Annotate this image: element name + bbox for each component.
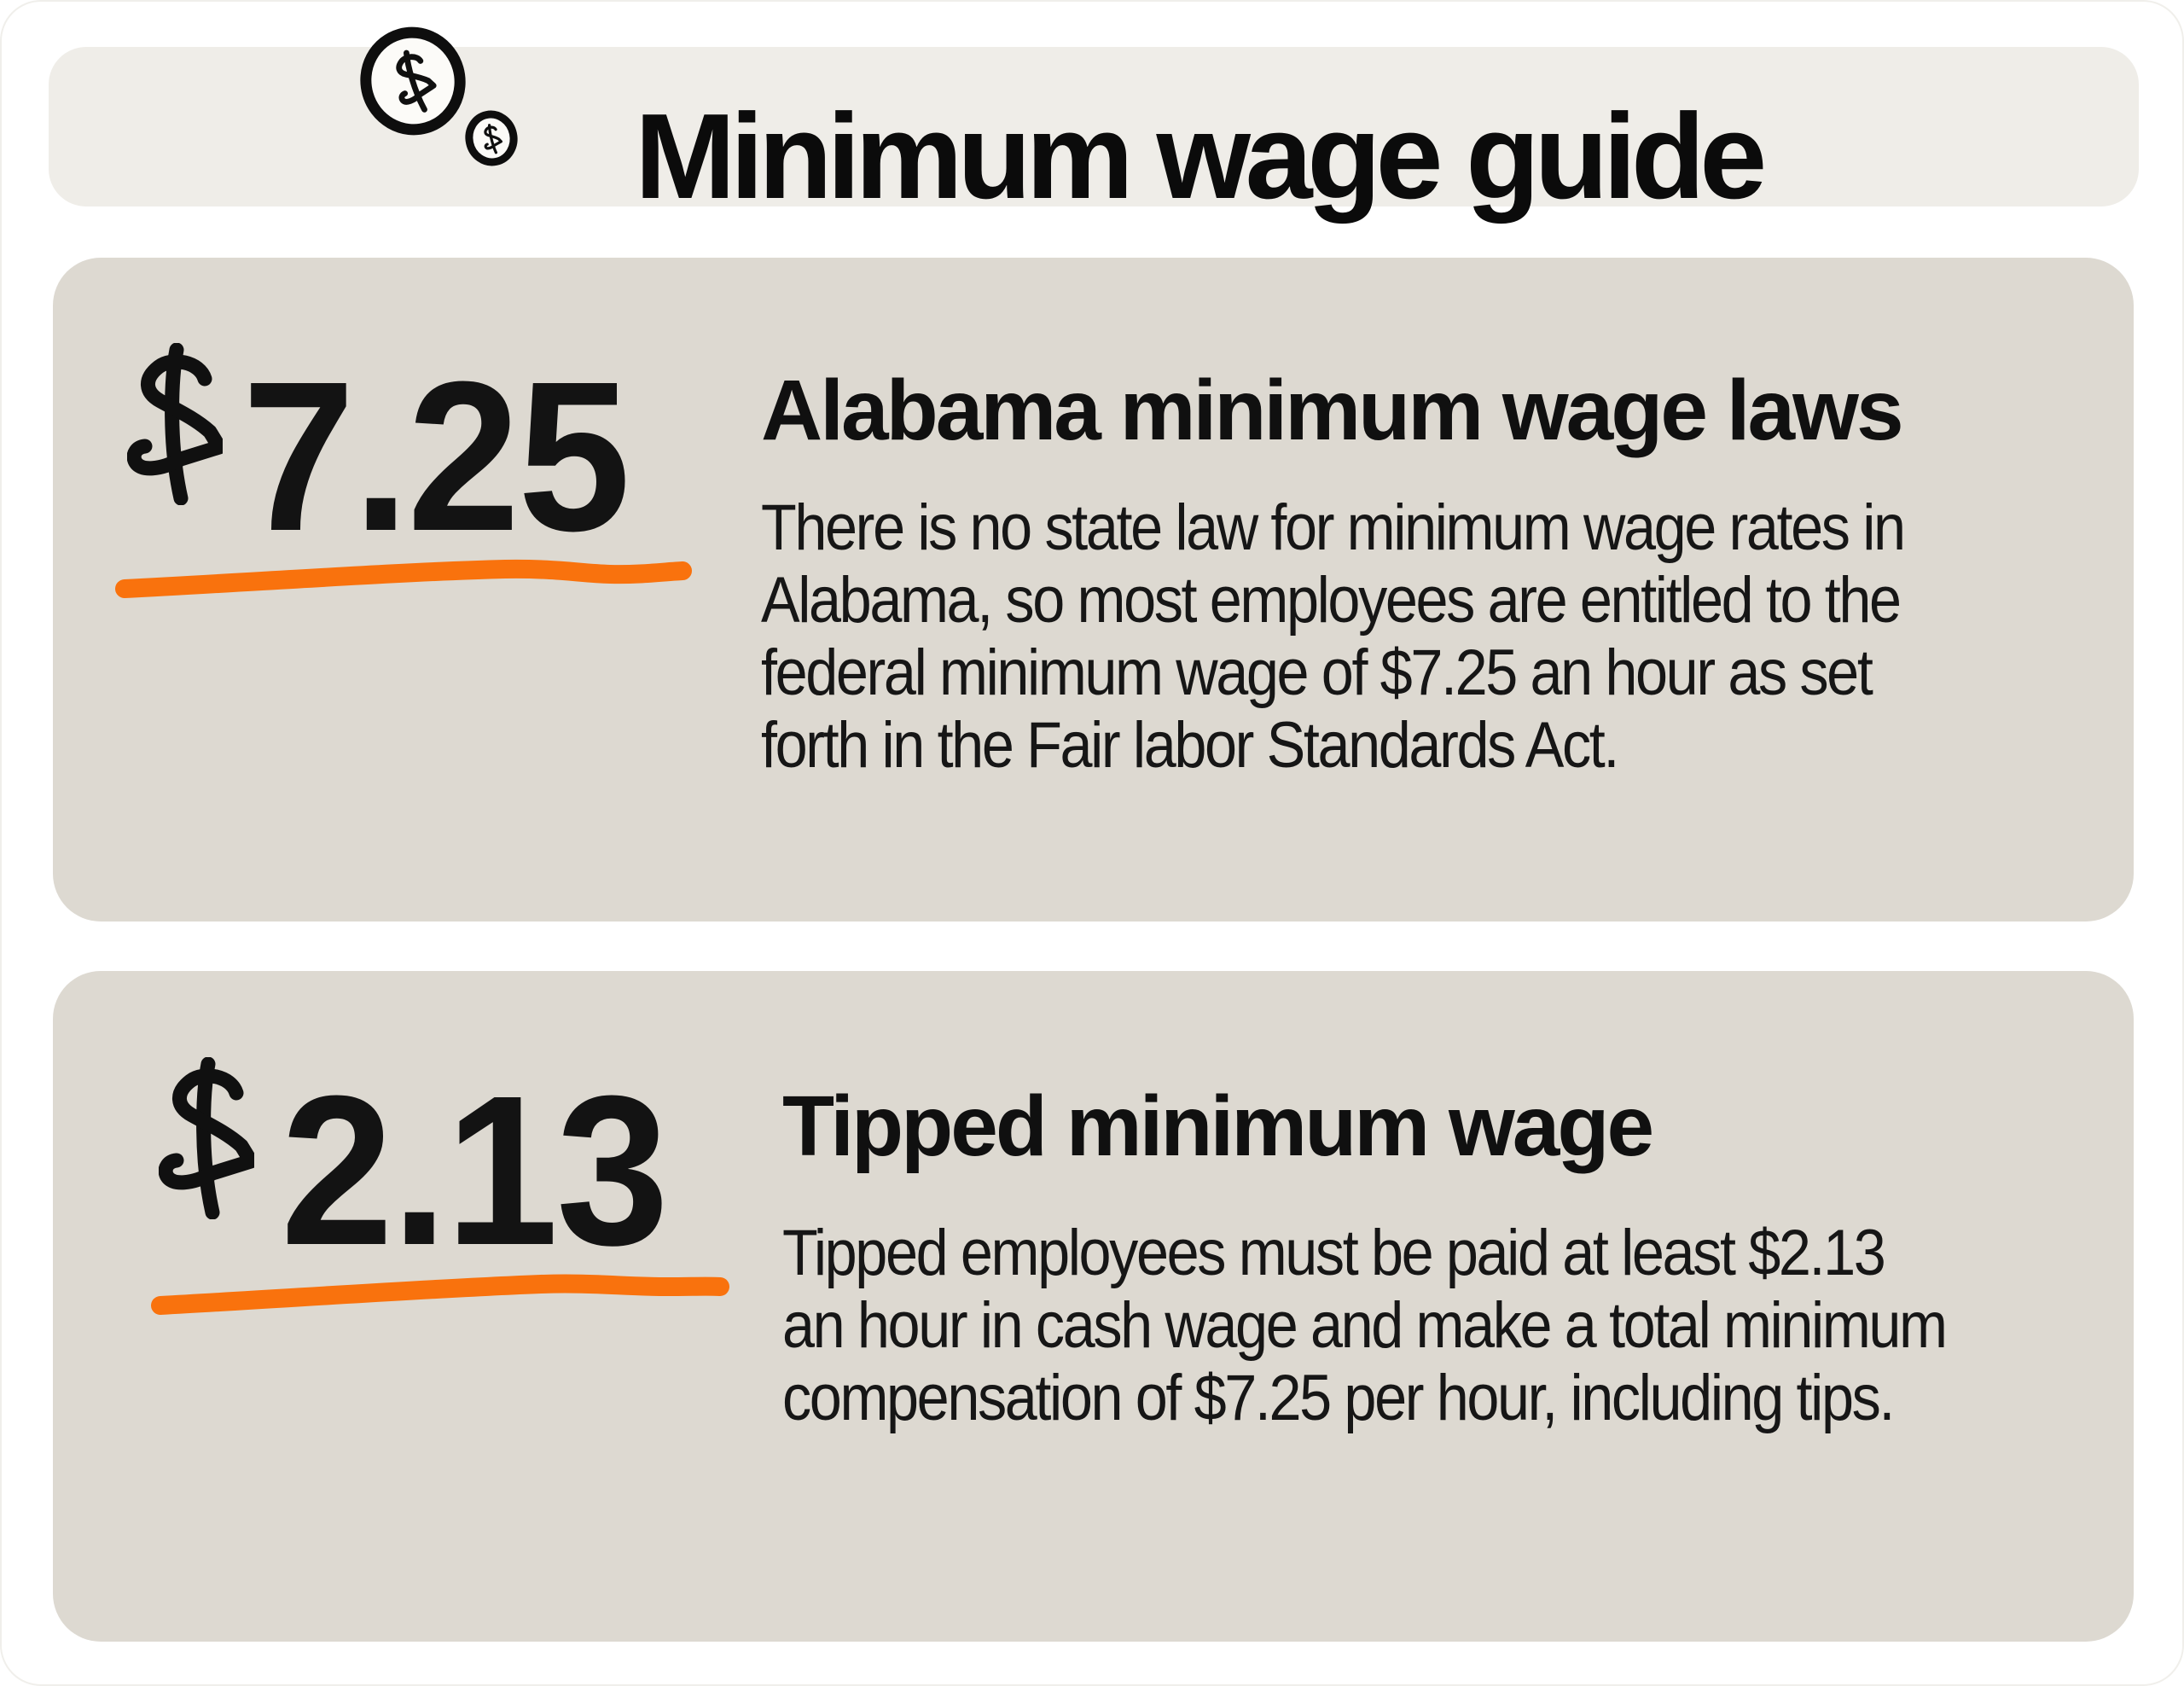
card-body-text: Tipped employees must be paid at least $…: [782, 1217, 1948, 1434]
orange-underline: [115, 559, 692, 598]
amount-tipped-minimum: 2.13: [281, 1051, 669, 1289]
card-body-text: There is no state law for minimum wage r…: [761, 491, 1906, 782]
card-heading: Alabama minimum wage laws: [761, 363, 1904, 458]
orange-underline: [151, 1274, 729, 1315]
card-alabama-minimum-wage: [53, 258, 2134, 921]
dollar-sign-glyph: [159, 1057, 254, 1219]
page-title: Minimum wage guide: [635, 89, 1767, 224]
card-heading: Tipped minimum wage: [782, 1078, 1654, 1174]
card-tipped-minimum-wage: [53, 971, 2134, 1642]
dollar-sign-glyph: [127, 343, 223, 505]
amount-federal-minimum: 7.25: [242, 337, 630, 575]
dollar-coins-icon: [360, 26, 518, 166]
